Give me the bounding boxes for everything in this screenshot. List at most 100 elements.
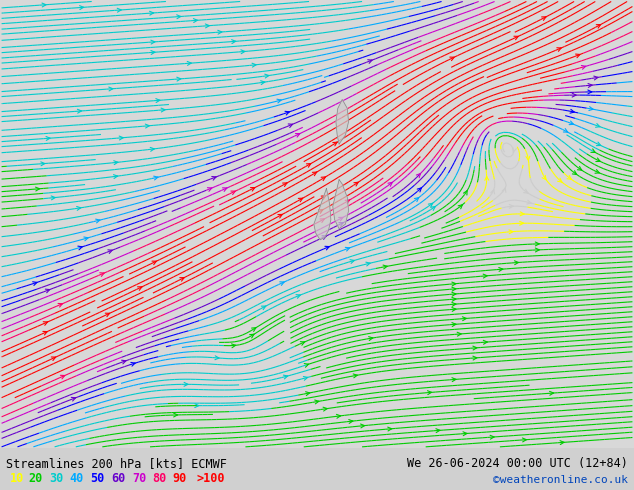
FancyArrowPatch shape — [78, 246, 82, 250]
FancyArrowPatch shape — [77, 109, 81, 113]
FancyArrowPatch shape — [299, 198, 302, 202]
FancyArrowPatch shape — [285, 111, 289, 115]
FancyArrowPatch shape — [180, 278, 184, 281]
Text: We 26-06-2024 00:00 UTC (12+84): We 26-06-2024 00:00 UTC (12+84) — [407, 457, 628, 470]
FancyArrowPatch shape — [452, 302, 456, 306]
FancyArrowPatch shape — [345, 200, 349, 204]
FancyArrowPatch shape — [513, 147, 516, 152]
FancyArrowPatch shape — [570, 109, 574, 113]
FancyArrowPatch shape — [43, 322, 48, 325]
FancyArrowPatch shape — [452, 297, 456, 301]
FancyArrowPatch shape — [184, 382, 188, 386]
Text: Streamlines 200 hPa [kts] ECMWF: Streamlines 200 hPa [kts] ECMWF — [6, 457, 227, 470]
FancyArrowPatch shape — [596, 24, 600, 28]
FancyArrowPatch shape — [215, 356, 219, 360]
FancyArrowPatch shape — [431, 206, 436, 210]
FancyArrowPatch shape — [187, 61, 191, 65]
FancyArrowPatch shape — [368, 60, 372, 63]
FancyArrowPatch shape — [51, 357, 56, 361]
FancyArrowPatch shape — [589, 107, 593, 110]
FancyArrowPatch shape — [306, 392, 310, 395]
FancyArrowPatch shape — [250, 334, 254, 338]
FancyArrowPatch shape — [388, 427, 392, 431]
FancyArrowPatch shape — [527, 200, 531, 204]
FancyArrowPatch shape — [557, 48, 561, 51]
FancyArrowPatch shape — [564, 128, 567, 132]
FancyArrowPatch shape — [71, 397, 75, 401]
FancyArrowPatch shape — [60, 375, 65, 379]
FancyArrowPatch shape — [354, 182, 358, 186]
FancyArrowPatch shape — [452, 322, 456, 326]
FancyArrowPatch shape — [45, 289, 49, 293]
FancyArrowPatch shape — [231, 191, 235, 195]
FancyArrowPatch shape — [567, 175, 571, 179]
FancyArrowPatch shape — [156, 98, 160, 102]
FancyArrowPatch shape — [417, 188, 422, 192]
FancyArrowPatch shape — [252, 328, 256, 331]
FancyArrowPatch shape — [151, 50, 155, 54]
FancyArrowPatch shape — [526, 156, 530, 160]
FancyArrowPatch shape — [113, 161, 118, 165]
FancyArrowPatch shape — [557, 178, 562, 182]
FancyArrowPatch shape — [122, 360, 126, 364]
FancyArrowPatch shape — [429, 203, 432, 207]
FancyArrowPatch shape — [383, 265, 387, 269]
FancyArrowPatch shape — [473, 346, 477, 350]
FancyArrowPatch shape — [303, 376, 307, 380]
FancyArrowPatch shape — [572, 93, 576, 97]
FancyArrowPatch shape — [483, 341, 488, 344]
FancyArrowPatch shape — [509, 204, 513, 208]
FancyArrowPatch shape — [108, 250, 112, 253]
FancyArrowPatch shape — [145, 124, 150, 128]
FancyArrowPatch shape — [46, 137, 50, 141]
FancyArrowPatch shape — [306, 164, 311, 167]
FancyArrowPatch shape — [581, 66, 586, 69]
FancyArrowPatch shape — [320, 219, 325, 222]
FancyArrowPatch shape — [218, 30, 222, 34]
FancyArrowPatch shape — [77, 206, 81, 210]
FancyArrowPatch shape — [520, 212, 524, 216]
FancyArrowPatch shape — [42, 3, 46, 7]
Text: 10: 10 — [10, 472, 23, 485]
FancyArrowPatch shape — [261, 81, 265, 85]
FancyArrowPatch shape — [350, 260, 354, 264]
FancyArrowPatch shape — [296, 294, 301, 298]
FancyArrowPatch shape — [283, 375, 288, 379]
FancyArrowPatch shape — [596, 158, 600, 162]
FancyArrowPatch shape — [457, 332, 461, 336]
Polygon shape — [314, 189, 331, 240]
FancyArrowPatch shape — [231, 344, 236, 348]
FancyArrowPatch shape — [100, 273, 104, 276]
FancyArrowPatch shape — [591, 149, 595, 152]
FancyArrowPatch shape — [321, 177, 325, 181]
FancyArrowPatch shape — [131, 363, 135, 366]
FancyArrowPatch shape — [278, 215, 282, 218]
FancyArrowPatch shape — [138, 287, 142, 290]
FancyArrowPatch shape — [594, 76, 598, 80]
FancyArrowPatch shape — [588, 83, 592, 87]
FancyArrowPatch shape — [361, 424, 365, 428]
FancyArrowPatch shape — [193, 19, 197, 23]
FancyArrowPatch shape — [252, 63, 256, 67]
FancyArrowPatch shape — [250, 188, 255, 191]
FancyArrowPatch shape — [576, 54, 580, 58]
FancyArrowPatch shape — [339, 218, 343, 221]
FancyArrowPatch shape — [483, 274, 487, 278]
FancyArrowPatch shape — [117, 8, 121, 12]
Text: ©weatheronline.co.uk: ©weatheronline.co.uk — [493, 475, 628, 485]
Text: 90: 90 — [172, 472, 186, 485]
FancyArrowPatch shape — [452, 287, 456, 291]
FancyArrowPatch shape — [295, 134, 300, 137]
FancyArrowPatch shape — [321, 196, 325, 199]
FancyArrowPatch shape — [502, 188, 506, 193]
FancyArrowPatch shape — [177, 15, 181, 19]
FancyArrowPatch shape — [150, 147, 154, 151]
FancyArrowPatch shape — [152, 261, 157, 265]
FancyArrowPatch shape — [452, 378, 456, 382]
FancyArrowPatch shape — [322, 236, 327, 239]
FancyArrowPatch shape — [509, 230, 513, 234]
FancyArrowPatch shape — [119, 136, 123, 140]
FancyArrowPatch shape — [542, 175, 546, 180]
FancyArrowPatch shape — [318, 210, 323, 213]
FancyArrowPatch shape — [288, 124, 292, 127]
